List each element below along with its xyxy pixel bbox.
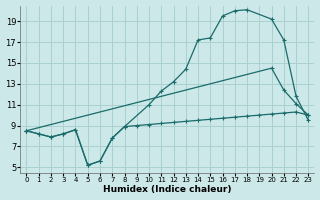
X-axis label: Humidex (Indice chaleur): Humidex (Indice chaleur) (103, 185, 232, 194)
